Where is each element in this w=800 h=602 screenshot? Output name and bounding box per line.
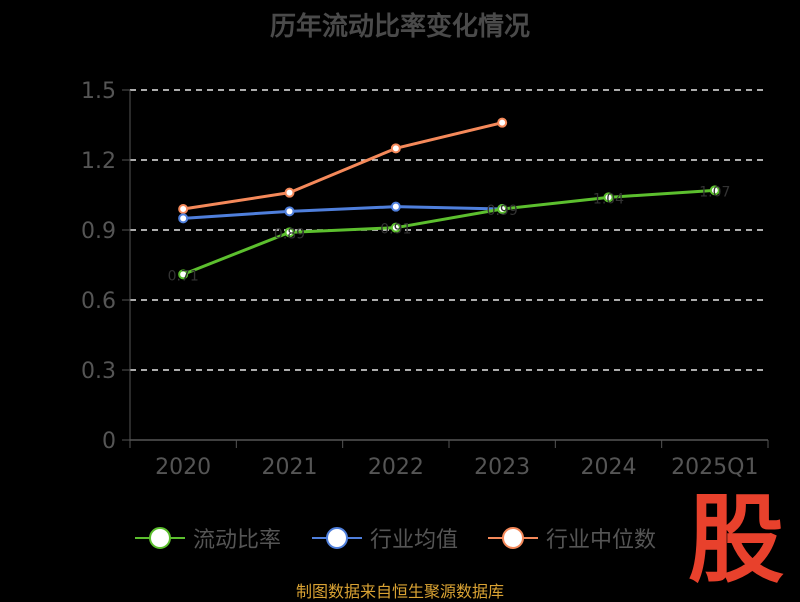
data-point[interactable]: [178, 204, 189, 214]
y-tick-label: 0: [102, 429, 116, 454]
series-line: [182, 188, 715, 276]
chart-title: 历年流动比率变化情况: [269, 12, 530, 42]
y-tick-label: 0.6: [81, 289, 116, 314]
legend: 流动比率 行业均值 行业中位数: [0, 520, 800, 556]
data-point[interactable]: [390, 201, 401, 212]
y-tick-label: 1.2: [81, 149, 116, 174]
legend-item-industry-median[interactable]: 行业中位数: [488, 520, 656, 556]
data-point[interactable]: [284, 187, 295, 198]
y-tick-label: 0.3: [81, 359, 116, 384]
x-tick-label: 2021: [262, 455, 318, 480]
data-point[interactable]: [497, 204, 508, 214]
legend-label-industry-average: 行业均值: [370, 528, 459, 553]
legend-marker-industry-average: [312, 520, 362, 556]
data-point[interactable]: [178, 213, 189, 224]
legend-marker-current-ratio: [135, 520, 185, 556]
data-label: 1.04: [593, 191, 624, 207]
legend-item-industry-average[interactable]: 行业均值: [312, 520, 458, 556]
data-label: 0.99: [487, 203, 518, 219]
x-tick-label: 2022: [368, 455, 424, 480]
data-point[interactable]: [390, 222, 401, 233]
x-tick-label: 2025Q1: [671, 455, 758, 480]
data-source-note: 制图数据来自恒生聚源数据库: [295, 582, 504, 601]
brand-logo: 股: [688, 484, 784, 596]
data-point[interactable]: [390, 143, 401, 154]
series-layer: [178, 117, 720, 280]
data-label: 1.07: [699, 184, 730, 200]
grid-layer: [130, 89, 764, 371]
x-tick-label: 2023: [474, 455, 530, 480]
data-point[interactable]: [284, 227, 295, 238]
label-layer: 0.71 0.89 0.91 0.99 1.04 1.07: [168, 184, 731, 284]
data-point[interactable]: [709, 185, 720, 196]
legend-marker-industry-median: [488, 520, 538, 556]
legend-item-current-ratio[interactable]: 流动比率: [135, 520, 281, 556]
axis-layer: 0 0.3 0.6 0.9 1.2 1.5 2020 2021 2022 2023 2024 2025…: [81, 79, 769, 480]
data-point[interactable]: [178, 269, 189, 280]
x-tick-label: 2020: [155, 455, 211, 480]
legend-label-industry-median: 行业中位数: [546, 528, 657, 553]
data-label: 0.71: [168, 268, 199, 284]
series-line: [183, 205, 503, 220]
data-point[interactable]: [603, 192, 614, 203]
y-tick-label: 1.5: [81, 79, 116, 104]
x-tick-label: 2024: [581, 455, 637, 480]
data-point[interactable]: [497, 117, 508, 128]
legend-label-current-ratio: 流动比率: [193, 528, 282, 553]
data-label: 0.91: [380, 222, 411, 238]
series-line: [182, 121, 503, 211]
y-tick-label: 0.9: [81, 219, 116, 244]
data-label: 0.89: [274, 226, 305, 242]
data-point[interactable]: [284, 206, 295, 217]
